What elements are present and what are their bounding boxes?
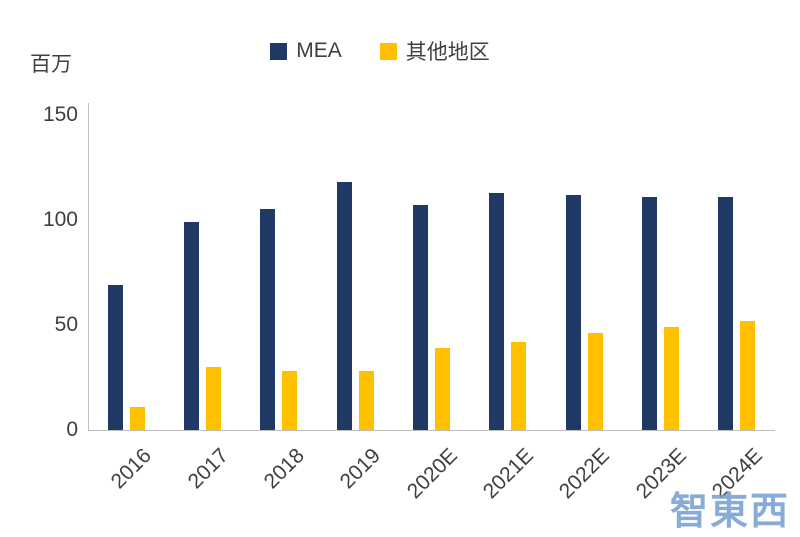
x-axis-tick-label: 2023E	[631, 444, 691, 504]
legend-swatch-mea-icon	[270, 42, 288, 60]
bar-mea	[718, 197, 733, 430]
chart-legend: MEA 其他地区	[0, 36, 760, 66]
bar-other-regions	[740, 321, 755, 430]
legend-label-mea: MEA	[296, 39, 342, 62]
bar-other-regions	[282, 371, 297, 430]
x-axis-tick-label: 2017	[183, 444, 233, 494]
bar-mea	[337, 182, 352, 430]
legend-item-other-regions: 其他地区	[379, 36, 490, 66]
x-axis-tick-label: 2018	[259, 444, 310, 494]
bar-other-regions	[435, 348, 450, 430]
y-axis-tick-label: 150	[42, 103, 78, 126]
bar-other-regions	[130, 407, 145, 430]
bar-mea	[260, 209, 275, 430]
legend-item-mea: MEA	[270, 39, 342, 63]
legend-swatch-other-regions-icon	[379, 42, 397, 60]
bar-mea	[642, 197, 657, 430]
x-axis-tick-label: 2024E	[707, 444, 768, 504]
x-axis-line	[88, 430, 775, 431]
bar-mea	[566, 195, 581, 430]
y-axis-tick-label: 50	[54, 313, 78, 336]
bar-other-regions	[359, 371, 374, 430]
bar-other-regions	[206, 367, 221, 430]
y-axis-line	[88, 103, 89, 431]
bar-mea	[489, 193, 504, 430]
bar-mea	[413, 205, 428, 430]
x-axis-tick-label: 2016	[107, 444, 157, 494]
x-axis-tick-label: 2022E	[555, 444, 615, 504]
bar-other-regions	[664, 327, 679, 430]
bar-other-regions	[588, 333, 603, 430]
y-axis-tick-label: 100	[42, 208, 78, 231]
x-axis-tick-label: 2020E	[402, 444, 462, 504]
y-axis-tick-label: 0	[66, 418, 78, 441]
bar-mea	[184, 222, 199, 430]
y-axis-unit-label: 百万	[30, 53, 72, 76]
bar-mea	[108, 285, 123, 430]
x-axis-tick-label: 2021E	[478, 444, 539, 504]
legend-label-other-regions: 其他地区	[405, 41, 490, 64]
bar-other-regions	[511, 342, 526, 430]
x-axis-tick-label: 2019	[336, 444, 386, 494]
